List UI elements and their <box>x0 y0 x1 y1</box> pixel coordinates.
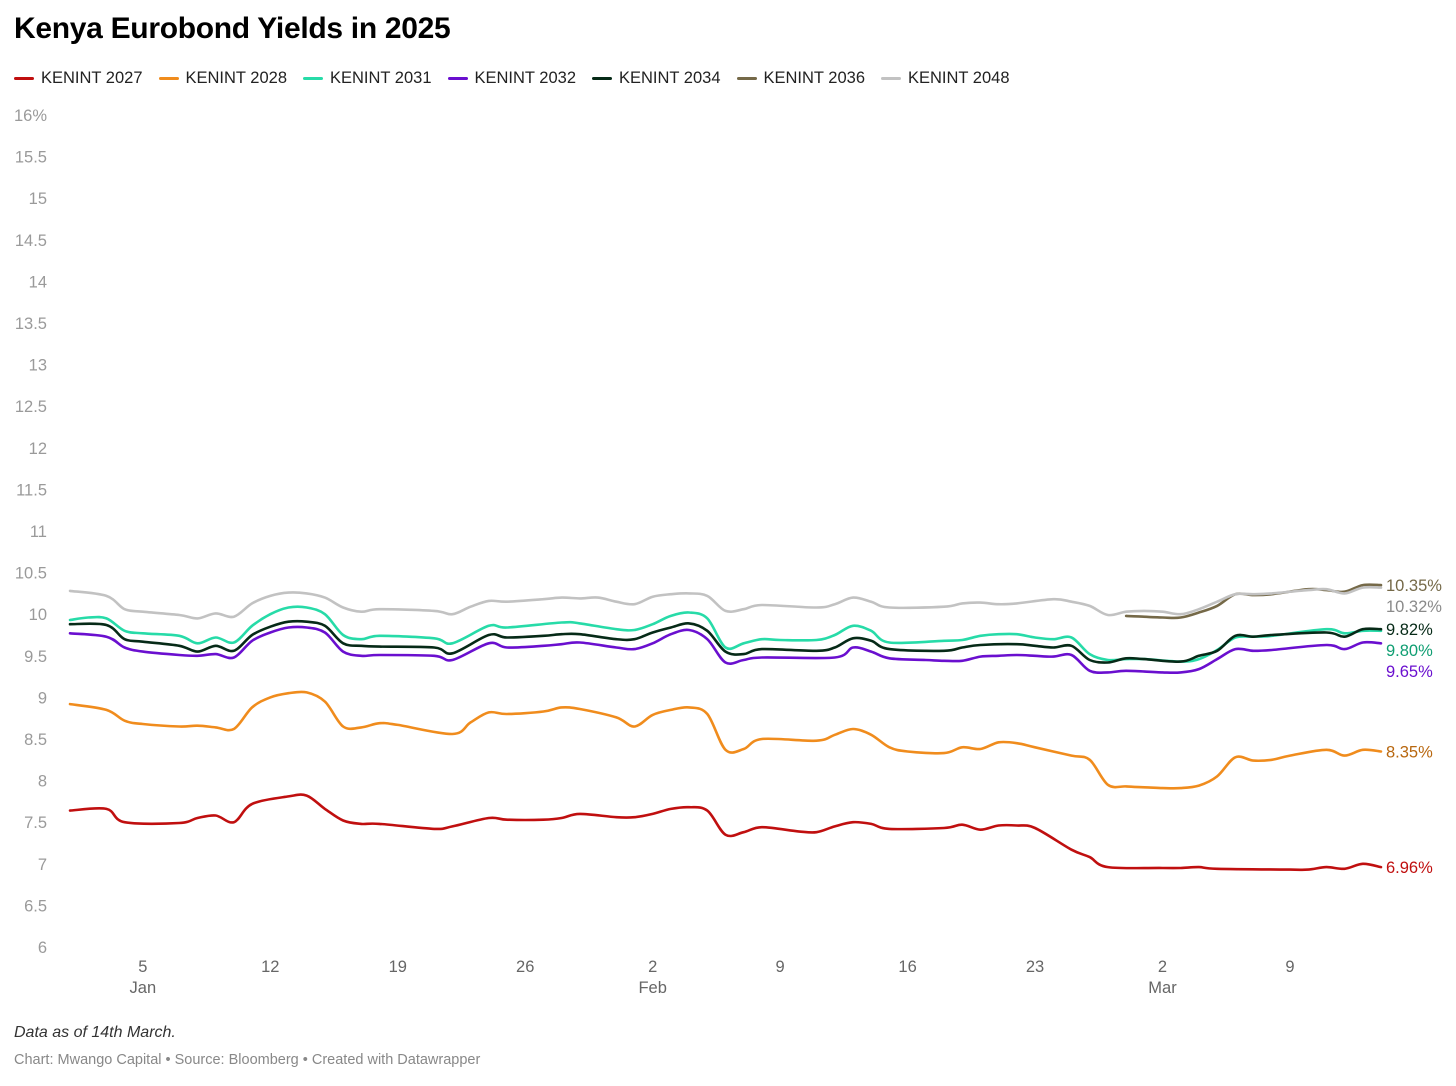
series-end-label: 9.82% <box>1386 621 1433 639</box>
x-tick-label: 16 <box>898 958 916 976</box>
series-line <box>68 793 1383 872</box>
y-tick-label: 10 <box>29 606 47 624</box>
y-tick-label: 13 <box>29 357 47 375</box>
legend-item: KENINT 2031 <box>303 69 432 88</box>
y-tick-label: 11.5 <box>16 481 47 499</box>
legend-swatch <box>303 76 323 80</box>
y-tick-label: 12.5 <box>15 398 47 416</box>
y-tick-label: 9 <box>38 689 47 707</box>
legend-item: KENINT 2048 <box>881 69 1010 88</box>
x-tick-label: 5 <box>138 958 147 976</box>
x-tick-label: 19 <box>389 958 407 976</box>
legend-swatch <box>447 76 468 80</box>
x-tick-label: 26 <box>516 958 534 976</box>
x-tick-label: 12 <box>261 958 279 976</box>
series-line <box>68 619 1383 664</box>
x-tick-label: 2 <box>1158 958 1167 976</box>
legend-label: KENINT 2027 <box>41 68 143 87</box>
y-tick-label: 15.5 <box>15 149 47 167</box>
legend-swatch <box>736 76 757 80</box>
x-month-label: Mar <box>1148 979 1177 997</box>
y-tick-label: 10.5 <box>15 565 47 583</box>
series-line <box>68 625 1383 675</box>
series-end-label: 9.80% <box>1386 642 1433 660</box>
y-tick-label: 9.5 <box>24 648 47 666</box>
legend-label: KENINT 2034 <box>619 68 721 87</box>
y-tick-label: 7.5 <box>24 814 47 832</box>
legend-label: KENINT 2048 <box>908 68 1010 87</box>
y-tick-label: 14 <box>29 273 47 291</box>
legend-item: KENINT 2027 <box>14 69 143 88</box>
y-tick-label: 7 <box>38 856 47 874</box>
legend-item: KENINT 2032 <box>447 68 577 88</box>
chart-legend: KENINT 2027 KENINT 2028 KENINT 2031 KENI… <box>14 66 1010 90</box>
legend-swatch <box>592 76 612 80</box>
legend-label: KENINT 2031 <box>330 68 432 87</box>
x-month-label: Feb <box>638 979 666 997</box>
x-tick-label: 23 <box>1026 958 1044 976</box>
series-end-label: 9.65% <box>1386 663 1433 681</box>
y-tick-label: 6 <box>38 939 47 957</box>
legend-swatch <box>158 76 179 80</box>
y-tick-label: 12 <box>29 440 47 458</box>
series-line <box>68 585 1383 620</box>
legend-item: KENINT 2028 <box>158 68 288 88</box>
y-tick-label: 6.5 <box>24 897 47 915</box>
y-tick-label: 8 <box>38 773 47 791</box>
x-tick-label: 2 <box>648 958 657 976</box>
series-end-label: 10.32% <box>1386 598 1442 616</box>
y-tick-label: 13.5 <box>15 315 47 333</box>
line-chart: 16% 15.5 15 14.5 14 13.5 13 12.5 12 11.5 11 10.5 10 9… <box>14 107 1442 997</box>
x-tick-label: 9 <box>1285 958 1294 976</box>
y-tick-label: 11 <box>30 523 47 541</box>
chart-notes: Data as of 14th March. <box>14 1024 176 1041</box>
legend-label: KENINT 2036 <box>763 68 866 87</box>
series-end-label: 10.35% <box>1386 577 1442 595</box>
legend-item: KENINT 2034 <box>592 69 721 88</box>
legend-label: KENINT 2028 <box>185 68 288 87</box>
legend-swatch <box>881 76 901 80</box>
legend-item: KENINT 2036 <box>736 68 866 88</box>
chart-credit: Chart: Mwango Capital • Source: Bloomber… <box>14 1052 481 1068</box>
y-tick-label: 16% <box>14 107 47 125</box>
chart-title: Kenya Eurobond Yields in 2025 <box>14 12 451 45</box>
y-tick-label: 8.5 <box>24 731 47 749</box>
series-line <box>68 690 1383 790</box>
series-end-label: 8.35% <box>1386 743 1433 761</box>
legend-swatch <box>14 76 34 80</box>
x-tick-label: 9 <box>776 958 785 976</box>
legend-label: KENINT 2032 <box>474 68 577 87</box>
y-tick-label: 14.5 <box>15 232 47 250</box>
series-end-label: 6.96% <box>1386 859 1433 877</box>
x-month-label: Jan <box>130 979 157 997</box>
y-tick-label: 15 <box>29 190 47 208</box>
